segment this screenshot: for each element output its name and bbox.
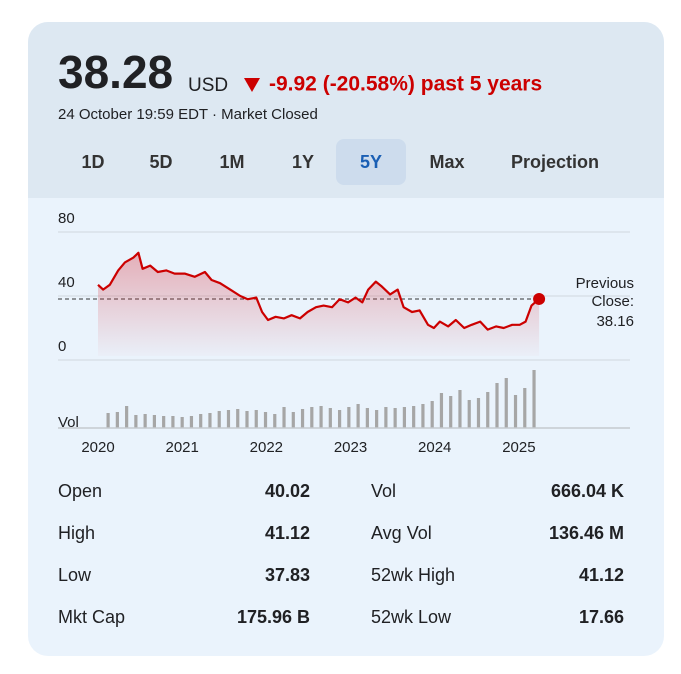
volume-bar <box>152 415 156 428</box>
down-arrow <box>244 78 260 92</box>
volume-bar <box>291 412 295 428</box>
stat-value: 136.46 M <box>549 523 624 543</box>
volume-bar <box>282 407 286 428</box>
volume-bar <box>254 410 258 428</box>
stat-value: 37.83 <box>265 565 310 585</box>
volume-bar <box>300 409 305 428</box>
x-tick-label: 2024 <box>418 439 451 456</box>
stat-label: High <box>58 523 95 543</box>
volume-bar <box>523 388 527 428</box>
stat-label: Low <box>58 565 92 585</box>
y-tick-label: 0 <box>58 338 66 355</box>
volume-bar <box>171 416 175 428</box>
volume-bar <box>421 404 425 428</box>
timestamp: 24 October 19:59 EDT · Market Closed <box>58 106 318 123</box>
volume-bar <box>532 370 536 428</box>
previous-close-value: 38.16 <box>596 313 634 330</box>
volume-bar <box>513 395 518 428</box>
stat-label: Mkt Cap <box>58 607 125 627</box>
tab[interactable]: 5Y <box>360 152 382 172</box>
stat-value: 41.12 <box>265 523 310 543</box>
tab[interactable]: 5D <box>149 152 172 172</box>
volume-bar <box>106 413 110 428</box>
volume-bar <box>439 393 444 428</box>
stat-label: Avg Vol <box>371 523 432 543</box>
volume-bar <box>412 406 416 428</box>
volume-bar <box>430 401 434 428</box>
volume-bar <box>467 400 471 428</box>
area <box>98 252 540 356</box>
volume-bar <box>328 408 332 428</box>
volume-bar <box>504 378 508 428</box>
x-tick-label: 2020 <box>81 439 114 456</box>
volume-bar <box>236 409 240 428</box>
tab[interactable]: 1M <box>219 152 244 172</box>
volume-bar <box>162 416 166 428</box>
x-tick-label: 2021 <box>165 439 198 456</box>
volume-bar <box>189 416 194 428</box>
volume-bar <box>319 406 323 428</box>
stat-value: 666.04 K <box>551 481 624 501</box>
volume-bar <box>449 396 453 428</box>
tab[interactable]: Max <box>429 152 464 172</box>
stat-value: 175.96 B <box>237 607 310 627</box>
volume-bar <box>180 417 184 428</box>
volume-bar <box>347 407 351 428</box>
stat-value: 17.66 <box>579 607 624 627</box>
last-point <box>533 292 546 305</box>
price: 38.28 <box>58 46 173 98</box>
volume-bar <box>310 407 314 428</box>
volume-bar <box>486 392 490 428</box>
stat-value: 41.12 <box>579 565 624 585</box>
volume-bar <box>217 411 221 428</box>
volume-bar <box>375 410 379 428</box>
volume-bar <box>273 414 277 428</box>
tabs: 1D 5D 1M 1Y 5Y Max Projection <box>81 139 599 185</box>
volume-bar <box>476 398 481 428</box>
volume-bar <box>263 412 268 428</box>
stat-label: 52wk Low <box>371 607 452 627</box>
volume-bar <box>356 404 360 428</box>
stat-label: Vol <box>371 481 396 501</box>
tab[interactable]: Projection <box>511 152 599 172</box>
volume-bar <box>384 407 388 428</box>
volume-bar <box>199 414 203 428</box>
price-line <box>97 251 540 331</box>
previous-close-label: Previous <box>576 275 634 292</box>
stat-label: 52wk High <box>371 565 455 585</box>
previous-close-label: Close: <box>591 293 634 310</box>
x-tick-label: 2022 <box>250 439 283 456</box>
volume-bar <box>393 408 397 428</box>
tab[interactable]: 1D <box>81 152 104 172</box>
volume-bar <box>245 411 249 428</box>
volume-bar <box>495 383 499 428</box>
volume-bar <box>115 412 119 428</box>
volume-bar <box>134 415 138 428</box>
x-tick-label: 2023 <box>334 439 367 456</box>
x-tick-label: 2025 <box>502 439 535 456</box>
y-tick-label: 80 <box>58 210 75 227</box>
tab-highlight <box>336 139 406 185</box>
tab[interactable]: 1Y <box>292 152 314 172</box>
volume-bar <box>226 410 231 428</box>
volume-label: Vol <box>58 414 79 431</box>
currency: USD <box>188 75 228 96</box>
stat-label: Open <box>58 481 102 501</box>
stats: Open 40.02 Vol 666.04 K High 41.12 Avg Vol 136.… <box>58 481 624 627</box>
volume-bar <box>402 407 407 428</box>
volume-bar <box>143 414 147 428</box>
volume-bar <box>125 406 129 428</box>
stat-value: 40.02 <box>265 481 310 501</box>
y-tick-label: 40 <box>58 274 75 291</box>
price-change: -9.92 (-20.58%) past 5 years <box>269 73 542 96</box>
volume-bar <box>208 413 212 428</box>
volume-bar <box>458 390 462 428</box>
volume-bar <box>337 410 342 428</box>
volume-bar <box>365 408 369 428</box>
